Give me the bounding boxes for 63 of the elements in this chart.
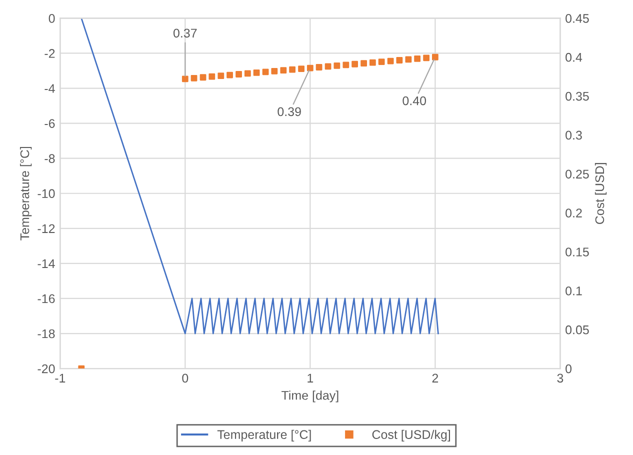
point xyxy=(414,55,421,62)
point xyxy=(360,60,367,67)
y-tick-label: -20 xyxy=(38,364,55,374)
point xyxy=(253,70,260,76)
legend-label: Cost [USD/kg] xyxy=(372,430,450,442)
y-tick-label: -16 xyxy=(38,294,55,304)
y2-tick-label: 0 xyxy=(566,364,572,374)
point xyxy=(423,54,430,62)
point xyxy=(352,60,358,68)
point xyxy=(342,62,350,68)
y-tick-label: -14 xyxy=(38,259,55,268)
y-tick-label: -2 xyxy=(44,49,55,58)
point xyxy=(289,66,296,73)
y-tick-label: -12 xyxy=(38,224,55,233)
y-axis-title: Temperature [°C] xyxy=(20,146,32,240)
y2-tick-label: 0.15 xyxy=(566,248,589,256)
point xyxy=(226,72,233,78)
data-label: 0.39 xyxy=(278,107,301,116)
point xyxy=(262,68,269,76)
y-tick-label: -6 xyxy=(44,119,55,128)
y-tick-label: -4 xyxy=(44,84,55,93)
y2-tick-label: 0.25 xyxy=(566,170,589,179)
point xyxy=(218,72,224,80)
legend-label: Temperature [°C] xyxy=(217,430,311,442)
y2-tick-label: 0.35 xyxy=(566,92,589,101)
point xyxy=(182,76,188,82)
y2-tick-label: 0.4 xyxy=(566,52,582,62)
point xyxy=(334,62,340,69)
x-tick-label: -1 xyxy=(55,374,66,382)
y2-tick-label: 0.05 xyxy=(566,325,589,334)
point xyxy=(396,57,403,64)
y2-tick-label: 0.1 xyxy=(566,286,582,296)
x-axis-title: Time [day] xyxy=(282,390,338,402)
point xyxy=(271,68,278,74)
y2-tick-label: 0.45 xyxy=(566,14,589,23)
point xyxy=(208,73,216,80)
y-tick-label: -10 xyxy=(38,189,55,198)
y2-tick-label: 0.2 xyxy=(566,208,582,218)
point xyxy=(244,70,251,77)
point xyxy=(369,59,376,66)
point xyxy=(316,64,322,70)
point xyxy=(324,63,332,70)
point xyxy=(200,74,206,81)
y-tick-label: -18 xyxy=(38,329,55,338)
point xyxy=(280,67,287,74)
point xyxy=(378,58,385,65)
x-tick-label: 0 xyxy=(182,374,188,383)
point xyxy=(405,56,412,63)
y-tick-label: -8 xyxy=(44,154,55,163)
y-tick-label: 0 xyxy=(48,14,55,23)
y2-axis-title: Cost [USD] xyxy=(594,163,607,224)
y2-tick-label: 0.3 xyxy=(566,130,582,140)
point xyxy=(306,64,314,72)
x-tick-label: 2 xyxy=(432,374,438,382)
point xyxy=(432,54,438,60)
x-tick-label: 3 xyxy=(557,374,564,383)
x-tick-label: 1 xyxy=(308,374,314,382)
point xyxy=(387,58,394,64)
point xyxy=(190,74,198,82)
point xyxy=(236,71,242,78)
data-label: 0.40 xyxy=(402,96,426,106)
point xyxy=(298,66,304,72)
data-label: 0.37 xyxy=(173,28,197,38)
